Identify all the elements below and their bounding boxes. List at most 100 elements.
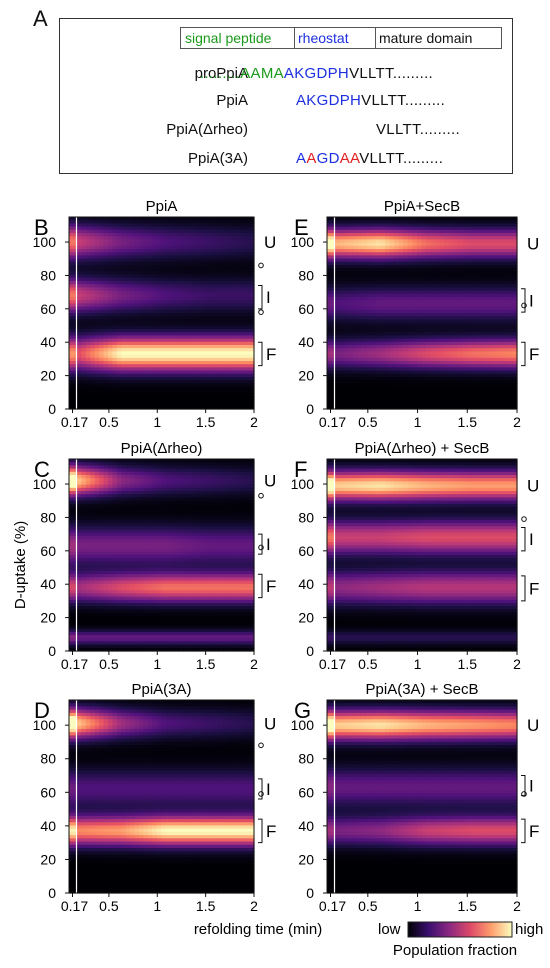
y-tick-label: 100	[33, 476, 57, 492]
y-tick-label: 40	[298, 818, 314, 834]
panel-letter: G	[294, 698, 311, 723]
state-bracket	[258, 341, 263, 367]
panel-title: PpiA(3A) + SecB	[366, 681, 479, 698]
y-tick-label: 40	[40, 576, 56, 592]
x-tick-label: 0.5	[99, 656, 119, 672]
state-label-f: F	[529, 822, 539, 841]
plot-frame	[326, 458, 518, 652]
initial-timepoint-strip	[69, 459, 76, 652]
heatmap-cells	[77, 700, 255, 894]
plot-frame	[326, 699, 518, 894]
y-tick-label: 20	[298, 610, 314, 626]
state-label-u: U	[527, 477, 539, 496]
y-tick-label: 20	[40, 851, 56, 867]
intermediate-marker	[521, 302, 527, 309]
heatmap-panel-f: F PpiA(Δrheo) + SecB 0 20 40 60 80 100 0.17 0.5 1 1…	[291, 440, 540, 672]
sequence-name: PpiA(Δrheo)	[166, 121, 248, 138]
x-tick-label: 0.17	[61, 414, 88, 430]
initial-timepoint-strip	[69, 217, 76, 410]
panel-letter: C	[34, 457, 50, 482]
heatmap-panel-d: D PpiA(3A) 0 20 40 60 80 100 0.17 0.5 1 1.5 2 U I F	[33, 681, 277, 914]
x-tick-label: 0.5	[358, 656, 378, 672]
sequence-name: proPpiA	[194, 65, 248, 82]
colorbar-high-label: high	[515, 921, 543, 938]
panel-title: PpiA(3A)	[131, 681, 191, 698]
heatmap-cells	[335, 459, 518, 652]
initial-timepoint-strip	[327, 700, 334, 894]
x-tick-label: 0.5	[99, 414, 119, 430]
x-tick-label: 1	[153, 656, 161, 672]
heatmap-panel-b: B PpiA 0 20 40 60 80 100 0.17 0.5 1 1.5 2 U I F	[33, 198, 277, 430]
x-tick-label: 1	[414, 414, 422, 430]
heatmap-panel-c: C PpiA(Δrheo) 0 20 40 60 80 100 0.17 0.5 1 1.5 2 U I F	[33, 440, 277, 672]
y-tick-label: 20	[298, 851, 314, 867]
seq-seg-mature: VLLTT.........	[349, 65, 434, 82]
x-tick-label: 1	[153, 898, 161, 914]
panel-a-letter: A	[33, 6, 48, 31]
state-label-u: U	[527, 235, 539, 254]
x-tick-label: 1.5	[458, 898, 478, 914]
x-tick-label: 1.5	[196, 656, 216, 672]
x-tick-label: 2	[250, 898, 258, 914]
state-label-i: I	[266, 780, 271, 799]
x-tick-label: 0.17	[61, 898, 88, 914]
panel-title: PpiA	[146, 198, 178, 215]
initial-timepoint-strip	[327, 459, 334, 652]
colorbar-title: Population fraction	[393, 942, 517, 959]
colorbar	[407, 921, 513, 938]
y-tick-label: 0	[306, 885, 314, 901]
x-tick-label: 1.5	[458, 656, 478, 672]
sequence-name: PpiA	[216, 92, 248, 109]
y-tick-label: 60	[298, 301, 314, 317]
x-tick-label: 2	[513, 898, 521, 914]
legend-rheostat: rheostat	[294, 27, 376, 49]
legend-mature-domain: mature domain	[375, 27, 502, 49]
state-bracket	[258, 533, 263, 555]
seq-seg-mature: VLLTT.........	[376, 121, 460, 138]
state-label-i: I	[266, 288, 271, 307]
plot-frame	[326, 216, 518, 410]
heatmap-cells	[77, 217, 255, 410]
y-tick-label: 80	[40, 267, 56, 283]
x-tick-label: 2	[513, 414, 521, 430]
y-tick-label: 0	[306, 401, 314, 417]
state-label-f: F	[529, 579, 539, 598]
sequence-text: VLLTT.........	[376, 121, 460, 138]
intermediate-marker	[258, 492, 264, 499]
seq-seg-rheostat: GD	[316, 150, 340, 167]
y-tick-label: 0	[306, 643, 314, 659]
x-tick-label: 0.5	[358, 898, 378, 914]
sequence-text: AKGDPHVLLTT.........	[296, 92, 445, 109]
legend-signal-peptide: signal peptide	[180, 27, 295, 49]
x-tick-label: 2	[513, 656, 521, 672]
sequence-row: PpiA(Δrheo) VLLTT.........	[60, 121, 510, 143]
x-tick-label: 1.5	[196, 414, 216, 430]
y-axis-label: D-uptake (%)	[12, 521, 29, 609]
y-tick-label: 60	[40, 301, 56, 317]
state-bracket	[258, 573, 263, 599]
intermediate-marker	[258, 742, 264, 749]
colorbar-low-label: low	[378, 921, 401, 938]
seq-seg-rheostat: A	[296, 150, 307, 167]
heatmap-panel-e: E PpiA+SecB 0 20 40 60 80 100 0.17 0.5 1 1.5 2 U I F	[291, 198, 540, 430]
x-tick-label: 1	[414, 656, 422, 672]
sequence-row: proPpiA .........AAMAAKGDPHVLLTT........…	[60, 65, 510, 87]
state-bracket	[521, 341, 526, 367]
intermediate-marker	[258, 309, 264, 315]
state-label-u: U	[527, 716, 539, 735]
x-tick-label: 0.17	[61, 656, 88, 672]
state-label-u: U	[264, 714, 276, 733]
x-tick-label: 2	[250, 414, 258, 430]
state-label-u: U	[264, 472, 276, 491]
seq-seg-mature: VLLTT.........	[359, 150, 444, 167]
y-tick-label: 40	[298, 576, 314, 592]
y-tick-label: 60	[40, 543, 56, 559]
heatmap-cells	[335, 700, 518, 894]
state-label-f: F	[266, 345, 276, 364]
panel-title: PpiA+SecB	[384, 198, 460, 215]
x-tick-label: 1.5	[196, 898, 216, 914]
y-tick-label: 40	[298, 334, 314, 350]
sequence-text: .........AAMAAKGDPHVLLTT.........	[200, 65, 433, 82]
x-tick-label: 1	[414, 898, 422, 914]
